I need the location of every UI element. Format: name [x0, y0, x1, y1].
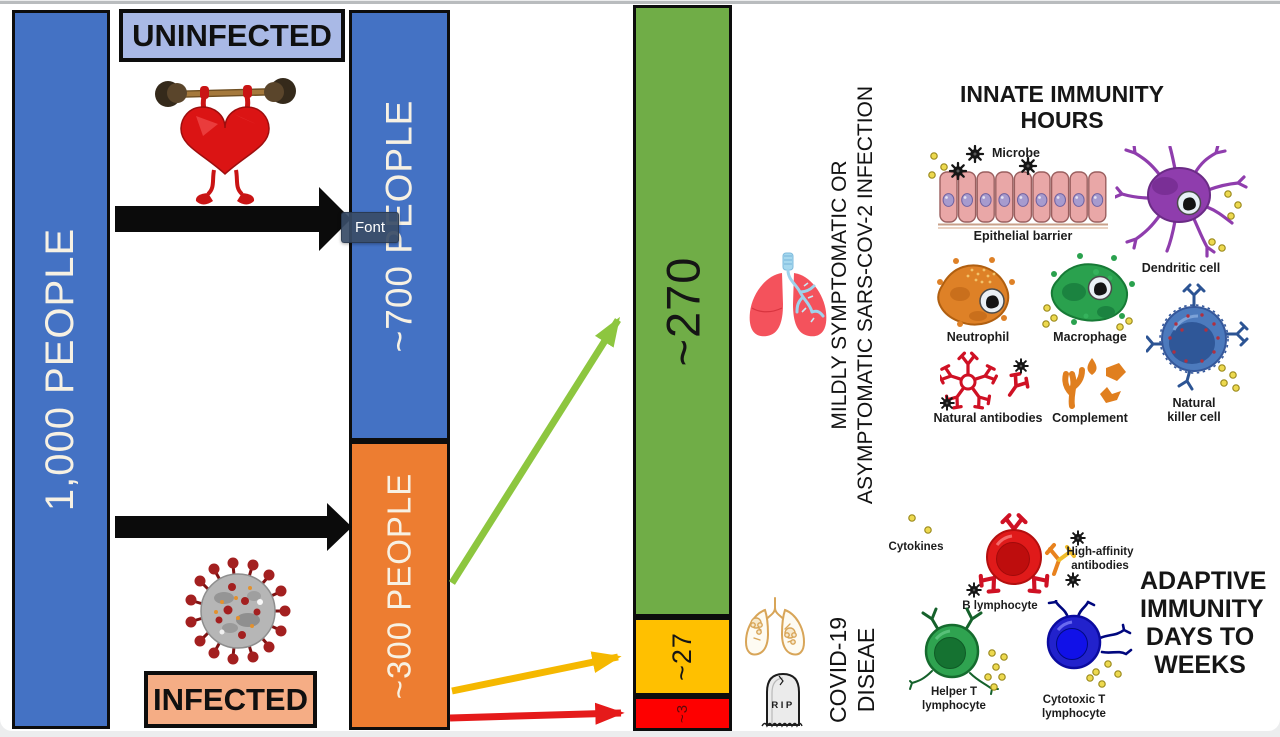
bar-3-label: ~3 — [673, 703, 691, 724]
natural-antibodies-label: Natural antibodies — [933, 411, 1043, 425]
bar-1000-people: 1,000 PEOPLE — [12, 10, 110, 729]
cytokines-label: Cytokines — [888, 541, 944, 553]
bar-270-mild: ~270 — [633, 5, 732, 617]
font-tooltip: Font — [341, 212, 399, 243]
cytokines-icon — [908, 514, 932, 534]
adaptive-title-line1: ADAPTIVE — [1140, 567, 1267, 595]
sick-lungs-icon — [744, 597, 806, 656]
bar-3-death: ~3 — [633, 696, 732, 731]
heart-weightlifter-icon — [155, 78, 296, 205]
helper-t-lymphocyte-icon — [909, 607, 1008, 695]
dendritic-cell-icon — [1115, 146, 1248, 258]
high-affinity-antibodies-label: High-affinity antibodies — [1066, 546, 1134, 572]
adaptive-title: ADAPTIVE IMMUNITY DAYS TO WEEKS — [1140, 567, 1267, 679]
helper-t-lymphocyte-label: Helper T lymphocyte — [922, 686, 986, 712]
natural-killer-cell-icon — [1146, 283, 1249, 392]
bar-300-people-label: ~300 PEOPLE — [380, 472, 418, 699]
adaptive-title-line3: DAYS TO — [1145, 623, 1255, 651]
bar-1000-people-label: 1,000 PEOPLE — [38, 227, 83, 512]
infected-label-text: INFECTED — [153, 681, 308, 717]
dendritic-cell-label: Dendritic cell — [1141, 261, 1221, 275]
neutrophil-label: Neutrophil — [946, 330, 1010, 344]
natural-killer-cell-label: Natural killer cell — [1167, 396, 1221, 425]
neutrophil-icon — [937, 257, 1015, 327]
innate-title: INNATE IMMUNITY HOURS — [952, 81, 1172, 134]
covid-caption-line2: DISEAE — [853, 627, 880, 713]
slide-top-border — [0, 1, 1280, 4]
uninfected-label-text: UNINFECTED — [132, 17, 332, 53]
adaptive-title-line2: IMMUNITY — [1140, 595, 1264, 623]
bar-27-disease: ~27 — [633, 617, 732, 696]
natural-antibodies-icon — [940, 351, 1033, 413]
infected-label-box: INFECTED — [144, 671, 317, 728]
tombstone-rip-text: RIP — [771, 700, 794, 711]
coronavirus-icon — [185, 557, 291, 665]
microbe-label: Microbe — [992, 146, 1040, 160]
bar-270-label: ~270 — [656, 256, 709, 366]
covid-caption: COVID-19 DISEAE — [824, 595, 879, 737]
high-affinity-antibodies-icon — [1045, 530, 1086, 588]
innate-title-line1: INNATE IMMUNITY — [959, 81, 1164, 107]
macrophage-icon — [1042, 253, 1135, 331]
bar-300-people: ~300 PEOPLE — [349, 441, 450, 730]
epithelial-barrier-label: Epithelial barrier — [973, 229, 1073, 243]
complement-label: Complement — [1052, 411, 1128, 425]
mild-caption: MILDLY SYMPTOMATIC OR ASYMPTOMATIC SARS-… — [827, 80, 879, 510]
macrophage-label: Macrophage — [1053, 330, 1127, 344]
b-lymphocyte-icon — [966, 512, 1062, 608]
tombstone-rip-icon: RIP — [761, 672, 803, 728]
mild-caption-line2: ASYMPTOMATIC SARS-COV-2 INFECTION — [853, 85, 877, 505]
complement-icon — [1062, 358, 1126, 409]
cytotoxic-t-lymphocyte-label: Cytotoxic T lymphocyte — [1042, 694, 1106, 720]
covid-caption-line1: COVID-19 — [825, 616, 851, 724]
adaptive-title-line4: WEEKS — [1154, 651, 1246, 679]
b-lymphocyte-label: B lymphocyte — [962, 600, 1038, 612]
healthy-lungs-icon — [749, 252, 827, 337]
innate-title-line2: HOURS — [1020, 107, 1104, 134]
uninfected-label-box: UNINFECTED — [119, 9, 345, 62]
epithelial-barrier-illustration — [928, 144, 1108, 229]
font-tooltip-text: Font — [354, 219, 385, 236]
cytotoxic-t-lymphocyte-icon — [1046, 600, 1133, 688]
bar-27-label: ~27 — [667, 632, 697, 681]
mild-caption-line1: MILDLY SYMPTOMATIC OR — [828, 160, 851, 430]
